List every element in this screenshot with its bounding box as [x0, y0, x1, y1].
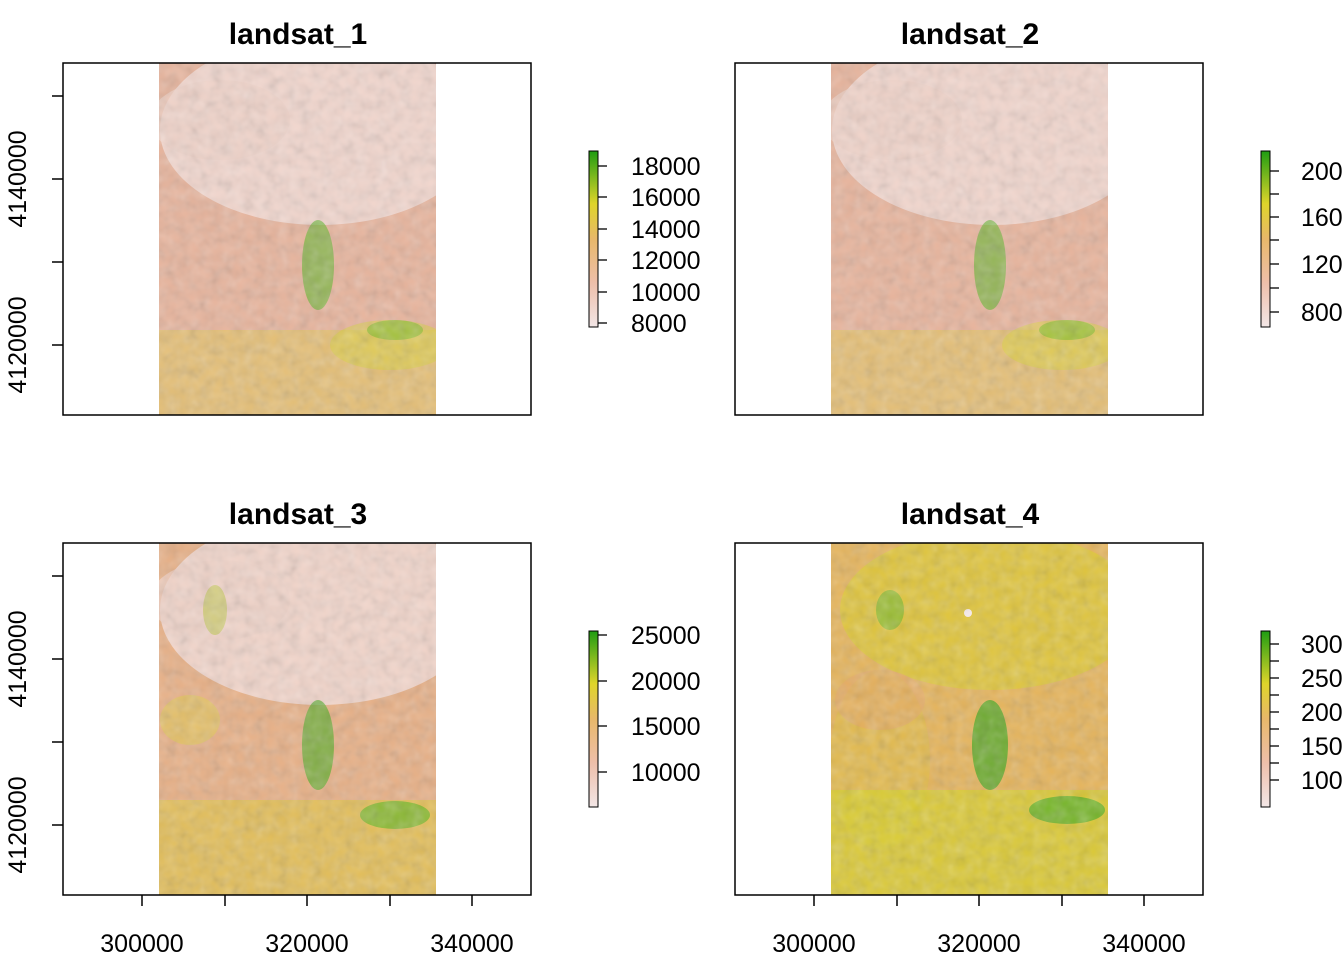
legend-colorbar [1260, 150, 1271, 328]
panel-title: landsat_3 [229, 498, 367, 531]
y-axis: 4140000 4120000 [4, 575, 63, 874]
legend-tick-label: 300 [1301, 631, 1343, 659]
x-tick-label: 320000 [265, 930, 348, 958]
y-tick-label: 4120000 [4, 296, 32, 393]
panel-landsat-2: landsat_2 800 120 160 [734, 18, 1343, 416]
legend-tick-label: 10000 [631, 279, 701, 307]
x-tick-label: 340000 [1102, 930, 1185, 958]
legend-tick-label: 10000 [631, 759, 701, 787]
legend-tick-label: 20000 [631, 668, 701, 696]
legend-tick-label: 14000 [631, 216, 701, 244]
raster-image [159, 63, 436, 415]
y-axis: 4140000 4120000 [4, 95, 63, 394]
legend-tick-label: 8000 [631, 310, 687, 338]
legend: 10000 15000 20000 25000 [588, 622, 701, 808]
y-tick-label: 4120000 [4, 776, 32, 873]
raster-texture [831, 543, 1108, 895]
legend-colorbar [588, 630, 599, 808]
panel-landsat-3: landsat_3 4140000 4120000 [4, 498, 701, 958]
legend-tick-label: 250 [1301, 665, 1343, 693]
plot-frame [62, 62, 532, 416]
panel-title: landsat_1 [229, 18, 367, 51]
panel-landsat-1: landsat_1 4140000 4120000 [4, 18, 701, 416]
plot-frame [734, 542, 1204, 896]
legend-tick-label: 12000 [631, 247, 701, 275]
legend: 800 120 160 200 [1260, 150, 1343, 328]
y-tick-label: 4140000 [4, 610, 32, 707]
legend: 100 150 200 250 300 [1260, 630, 1343, 808]
x-axis: 300000 320000 340000 [772, 895, 1186, 958]
legend-tick-label: 25000 [631, 622, 701, 650]
legend-tick-label: 800 [1301, 299, 1343, 327]
raster-texture [159, 543, 436, 895]
legend-tick-label: 150 [1301, 733, 1343, 761]
y-tick-label: 4140000 [4, 130, 32, 227]
legend-tick-label: 18000 [631, 153, 701, 181]
raster-image [831, 63, 1108, 415]
x-tick-label: 340000 [430, 930, 513, 958]
legend-tick-label: 200 [1301, 158, 1343, 186]
x-axis: 300000 320000 340000 [100, 895, 514, 958]
legend-tick-label: 15000 [631, 713, 701, 741]
legend-tick-label: 100 [1301, 767, 1343, 795]
x-tick-label: 300000 [772, 930, 855, 958]
legend: 8000 10000 12000 14000 16000 18000 [588, 150, 701, 338]
raster-image [159, 543, 436, 895]
x-tick-label: 300000 [100, 930, 183, 958]
panel-title: landsat_2 [901, 18, 1039, 51]
raster-texture [831, 63, 1108, 415]
panel-landsat-4: landsat_4 300000 320000 340000 [734, 498, 1343, 958]
legend-tick-label: 16000 [631, 184, 701, 212]
legend-colorbar [1260, 630, 1271, 808]
plot-frame [62, 542, 532, 896]
legend-tick-label: 200 [1301, 699, 1343, 727]
legend-colorbar [588, 150, 599, 328]
x-tick-label: 320000 [937, 930, 1020, 958]
raster-image [831, 543, 1108, 895]
legend-tick-label: 160 [1301, 204, 1343, 232]
plot-frame [734, 62, 1204, 416]
panel-title: landsat_4 [901, 498, 1040, 531]
legend-tick-label: 120 [1301, 251, 1343, 279]
raster-texture [159, 63, 436, 415]
